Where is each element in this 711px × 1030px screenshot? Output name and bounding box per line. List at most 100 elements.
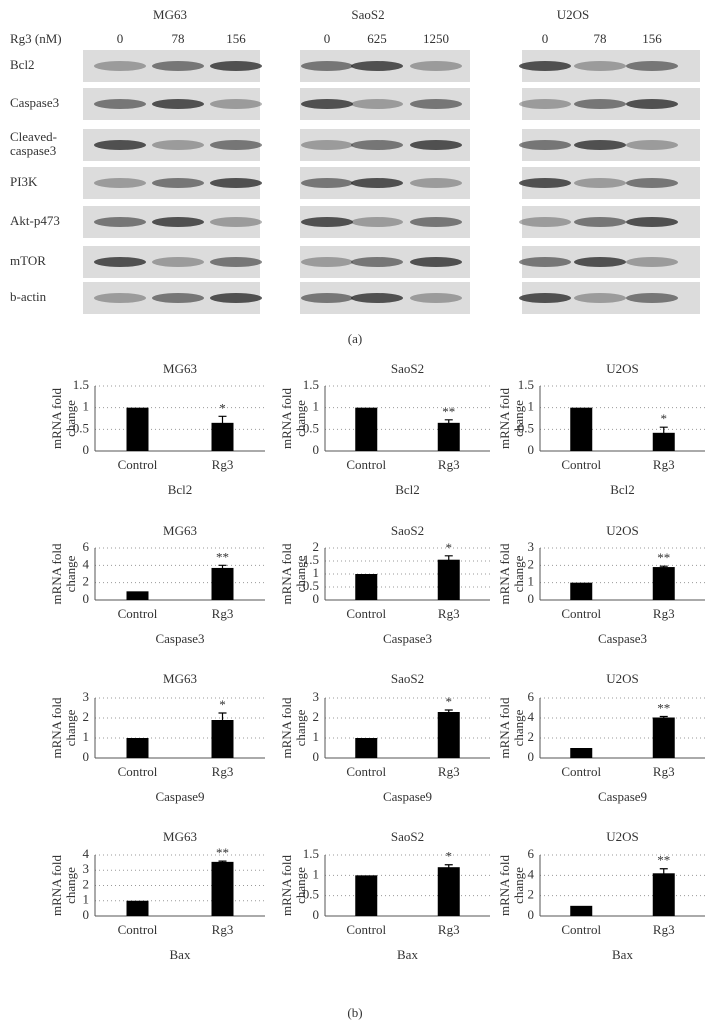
x-axis-label: Caspase3 <box>598 631 647 646</box>
x-axis-label: Bcl2 <box>395 482 420 497</box>
x-axis-label: Caspase9 <box>598 789 647 804</box>
y-axis-label: mRNA fold <box>279 387 294 449</box>
error-bar <box>659 868 668 878</box>
blot-band <box>94 293 146 303</box>
bar <box>211 720 234 758</box>
dose: 0 <box>324 31 331 46</box>
y-tick-label: 0.5 <box>73 420 89 435</box>
chart-title: MG63 <box>163 523 197 538</box>
x-tick-label: Control <box>118 922 158 937</box>
dose: 625 <box>367 31 387 46</box>
error-bar <box>218 564 227 571</box>
bar <box>355 738 378 758</box>
x-tick-label: Control <box>346 922 386 937</box>
y-tick-label: 1.5 <box>303 377 319 392</box>
x-axis-label: Caspase9 <box>155 789 204 804</box>
blot-band <box>152 140 204 150</box>
y-axis-label: mRNA fold <box>279 854 294 916</box>
chart-title: U2OS <box>606 361 639 376</box>
bar <box>652 567 675 600</box>
y-axis-label: change <box>63 555 78 592</box>
bar <box>570 905 593 916</box>
blot-band <box>410 178 462 188</box>
dose: 78 <box>172 31 185 46</box>
blot-band <box>519 99 571 109</box>
x-axis-label: Caspase3 <box>383 631 432 646</box>
x-tick-label: Rg3 <box>653 764 675 779</box>
y-axis-label: mRNA fold <box>49 854 64 916</box>
dose: 0 <box>542 31 549 46</box>
y-tick-label: 1 <box>83 399 90 414</box>
blot-band <box>574 61 626 71</box>
bar <box>211 861 234 916</box>
x-tick-label: Control <box>346 764 386 779</box>
blot-band <box>152 257 204 267</box>
y-axis-label: change <box>293 555 308 592</box>
blot-band <box>351 99 403 109</box>
bar <box>355 875 378 916</box>
dose: 0 <box>117 31 124 46</box>
y-tick-label: 1 <box>313 565 320 580</box>
blot-band <box>301 257 353 267</box>
x-tick-label: Rg3 <box>438 606 460 621</box>
blot-band <box>574 99 626 109</box>
y-tick-label: 1.5 <box>303 846 319 861</box>
blot-band <box>410 293 462 303</box>
blot-band <box>574 257 626 267</box>
y-tick-label: 3 <box>83 861 90 876</box>
y-tick-label: 1 <box>313 866 320 881</box>
error-bar <box>218 415 227 430</box>
group-label: MG63 <box>153 7 187 22</box>
y-tick-label: 1 <box>528 399 535 414</box>
blot-band <box>626 293 678 303</box>
y-tick-label: 3 <box>313 689 320 704</box>
caption: (b) <box>347 1005 362 1020</box>
blot-band <box>210 61 262 71</box>
caption: (a) <box>348 331 362 346</box>
y-tick-label: 2 <box>528 887 535 902</box>
y-tick-label: 0 <box>83 442 90 457</box>
error-bar <box>444 419 453 426</box>
row-label: Akt-p473 <box>10 213 60 228</box>
blot-band <box>301 99 353 109</box>
y-axis-label: change <box>293 400 308 437</box>
y-tick-label: 0.5 <box>303 420 319 435</box>
dose: 78 <box>594 31 607 46</box>
error-bar <box>659 565 668 568</box>
significance: * <box>219 400 226 415</box>
blot-band <box>94 217 146 227</box>
y-tick-label: 1 <box>83 729 90 744</box>
blot-band <box>210 140 262 150</box>
significance: ** <box>657 853 670 868</box>
y-tick-label: 1 <box>83 892 90 907</box>
bar <box>437 712 460 758</box>
blot-band <box>626 61 678 71</box>
bar <box>652 873 675 916</box>
x-tick-label: Control <box>561 606 601 621</box>
y-axis-label: change <box>293 867 308 904</box>
blot-band <box>574 217 626 227</box>
x-tick-label: Control <box>346 606 386 621</box>
error-bar <box>659 715 668 719</box>
significance: ** <box>216 845 229 860</box>
x-tick-label: Control <box>561 922 601 937</box>
blot-band <box>351 257 403 267</box>
y-axis-label: change <box>63 400 78 437</box>
y-tick-label: 0 <box>528 749 535 764</box>
blot-band <box>574 178 626 188</box>
significance: * <box>661 411 668 426</box>
row-label: PI3K <box>10 174 38 189</box>
blot-band <box>301 61 353 71</box>
y-axis-label: mRNA fold <box>497 697 512 759</box>
y-tick-label: 1.5 <box>303 552 319 567</box>
bar <box>570 407 593 451</box>
y-tick-label: 2 <box>528 729 535 744</box>
y-tick-label: 1 <box>528 574 535 589</box>
x-tick-label: Rg3 <box>438 922 460 937</box>
y-tick-label: 2 <box>313 709 320 724</box>
y-tick-label: 2 <box>313 539 320 554</box>
y-axis-label: mRNA fold <box>497 387 512 449</box>
chart-title: SaoS2 <box>391 361 424 376</box>
dose: 156 <box>642 31 662 46</box>
